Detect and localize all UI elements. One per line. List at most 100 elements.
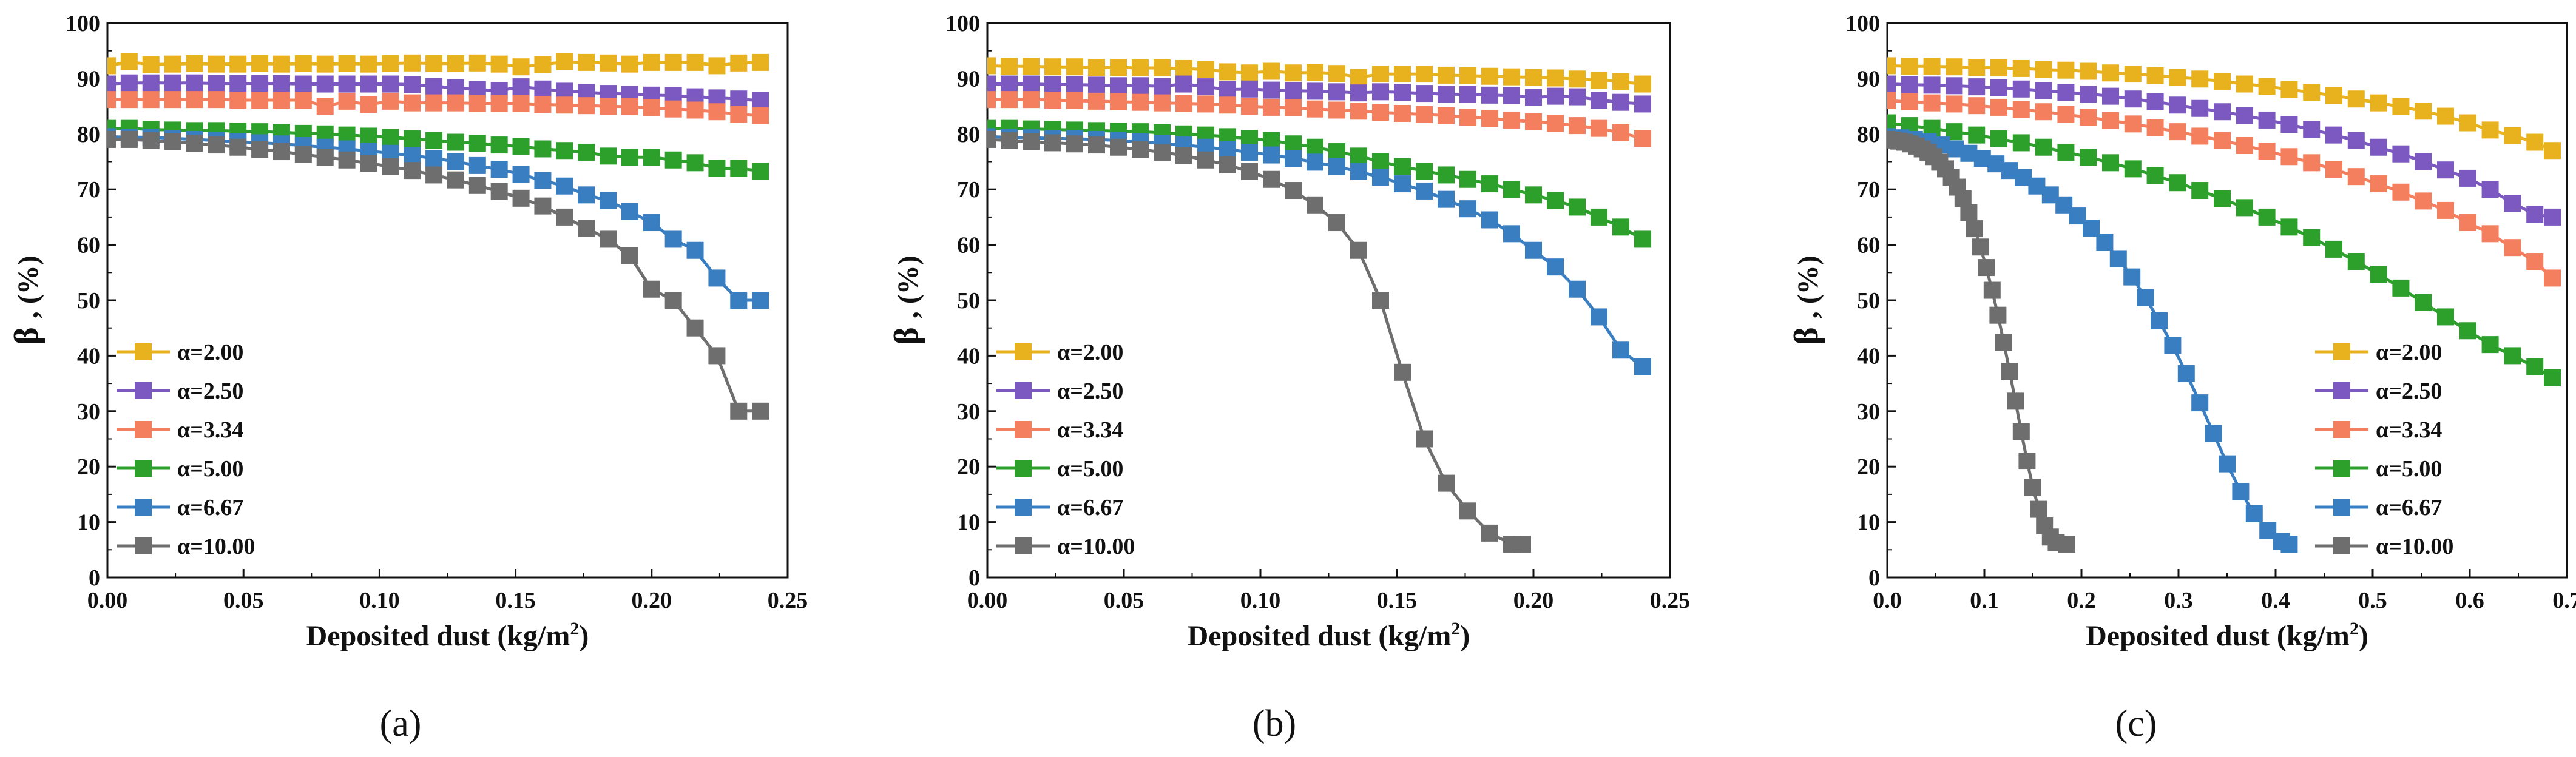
data-point: [1569, 70, 1586, 88]
panel-label: (c): [2115, 703, 2157, 744]
data-point: [2012, 134, 2030, 152]
data-point: [1328, 65, 1345, 82]
legend: α=2.00 α=2.50 α=3.34 α=5.00 α=6.67 α=10.00: [996, 340, 1135, 559]
data-point: [686, 154, 704, 172]
data-point: [1044, 76, 1061, 93]
data-point: [1901, 76, 1918, 93]
data-point: [1946, 77, 1963, 95]
data-point: [2035, 61, 2052, 78]
data-point: [272, 55, 290, 73]
data-point: [1350, 147, 1367, 165]
y-axis-title-unit: , (%): [12, 255, 44, 318]
data-point: [1960, 204, 1978, 221]
data-point: [186, 74, 203, 92]
legend-item: α=3.34: [2315, 417, 2442, 443]
data-point: [1023, 133, 1040, 150]
data-point: [2012, 101, 2030, 118]
data-point: [1285, 99, 1302, 116]
data-point: [1481, 67, 1498, 85]
data-point: [556, 142, 573, 160]
data-point: [425, 132, 443, 149]
data-point: [1307, 138, 1323, 156]
data-point: [2146, 67, 2164, 84]
data-point: [2080, 62, 2097, 80]
data-point: [1968, 97, 1986, 115]
series-group: [1887, 57, 2561, 553]
data-point: [294, 75, 312, 93]
data-point: [1001, 58, 1018, 75]
data-point: [2504, 195, 2521, 212]
data-point: [186, 91, 203, 109]
data-point: [2214, 132, 2231, 149]
y-tick-label: 0: [89, 565, 100, 591]
data-point: [578, 53, 595, 71]
data-point: [316, 149, 334, 166]
data-point: [1481, 524, 1498, 542]
legend-label: α=10.00: [177, 534, 255, 559]
legend-marker: [1015, 382, 1032, 399]
x-tick-label: 0.10: [1240, 588, 1281, 613]
chart-panel-2: 0 10 20 30 40 50 60 70 80 90 100 0.00 0.05 0.10 0.15 0.…: [888, 11, 1690, 744]
legend: α=2.00 α=2.50 α=3.34 α=5.00 α=6.67 α=10.00: [2315, 340, 2453, 559]
series-α=6.67: [1887, 128, 2298, 553]
x-tick-label: 0.2: [2067, 588, 2096, 613]
data-point: [1438, 166, 1455, 184]
data-point: [2280, 218, 2298, 236]
data-point: [1547, 87, 1564, 105]
data-point: [2057, 143, 2075, 161]
data-point: [1968, 59, 1986, 76]
y-tick-label: 80: [1857, 122, 1880, 147]
data-point: [2191, 182, 2209, 200]
data-point: [2481, 121, 2499, 139]
data-point: [1307, 100, 1323, 118]
data-point: [1132, 59, 1149, 77]
data-point: [1569, 280, 1586, 298]
legend-marker: [2333, 537, 2350, 554]
data-point: [708, 103, 726, 121]
data-point: [2504, 347, 2521, 365]
series-α=2.00: [987, 57, 1651, 93]
data-point: [1241, 163, 1258, 180]
legend-label: α=5.00: [1057, 456, 1123, 482]
data-point: [1481, 211, 1498, 229]
x-tick-label: 0.25: [1650, 588, 1691, 613]
data-point: [643, 149, 660, 166]
data-point: [1197, 95, 1214, 113]
data-point: [2325, 126, 2342, 144]
data-point: [1023, 58, 1040, 75]
x-axis-title-main: Deposited dust (kg/m: [306, 620, 570, 652]
data-point: [752, 292, 769, 309]
data-point: [2370, 138, 2387, 156]
data-point: [1372, 153, 1389, 170]
data-point: [164, 74, 181, 92]
data-point: [1438, 474, 1455, 492]
data-point: [1966, 220, 1983, 238]
y-tick-label: 70: [1857, 177, 1880, 203]
data-point: [1514, 536, 1531, 553]
data-point: [447, 94, 464, 112]
y-tick-label: 90: [957, 66, 980, 92]
data-point: [1154, 143, 1171, 161]
data-point: [1634, 75, 1651, 93]
data-point: [2035, 138, 2052, 156]
data-point: [1110, 93, 1127, 110]
panel-label: (a): [380, 703, 422, 744]
data-point: [1197, 61, 1214, 78]
y-axis-title-unit: , (%): [1792, 255, 1824, 318]
data-point: [1525, 241, 1542, 259]
legend-marker: [2333, 343, 2350, 360]
panel-label-close: ): [1284, 703, 1297, 744]
data-point: [2124, 160, 2142, 178]
data-point: [2303, 84, 2321, 101]
x-axis-title-superscript: 2: [570, 619, 579, 639]
data-point: [1990, 59, 2007, 77]
data-point: [447, 79, 464, 96]
data-point: [2481, 336, 2499, 354]
data-point: [468, 156, 486, 174]
data-point: [2236, 199, 2253, 217]
data-point: [2080, 85, 2097, 103]
data-point: [2280, 148, 2298, 166]
data-point: [1328, 143, 1345, 161]
data-point: [1887, 57, 1896, 75]
